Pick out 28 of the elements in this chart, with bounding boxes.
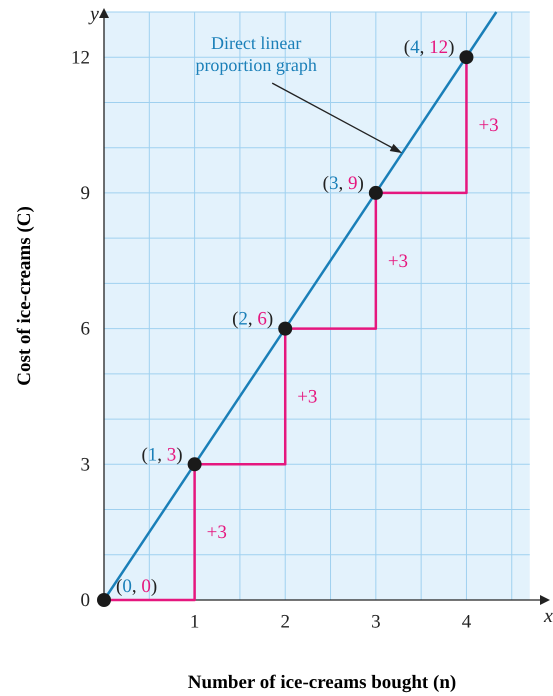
annotation: (0, 0) <box>116 576 158 597</box>
annotation: +3 <box>206 522 227 544</box>
point <box>278 322 292 336</box>
x-tick-label: 3 <box>371 611 381 632</box>
annotation: Direct linear proportion graph <box>195 33 317 76</box>
point <box>459 50 474 64</box>
y-tick-label: 0 <box>80 590 90 612</box>
text: x <box>543 605 553 627</box>
text: y <box>88 3 99 25</box>
annotation: (4, 12) <box>404 37 454 58</box>
x-tick-label: 1 <box>190 611 200 632</box>
annotation: (1, 3) <box>141 444 183 466</box>
y-axis-title: Cost of ice-creams (C) <box>14 206 35 386</box>
point <box>97 593 111 607</box>
y-tick-label: 3 <box>80 454 90 476</box>
annotation: (3, 9) <box>322 172 364 194</box>
annotation: (2, 6) <box>232 308 274 330</box>
annotation: +3 <box>297 386 318 408</box>
y-tick-label: 12 <box>71 47 90 68</box>
x-tick-label: 2 <box>280 611 290 632</box>
y-tick-label: 9 <box>80 183 90 204</box>
x-axis-title: Number of ice-creams bought (n) <box>188 672 456 693</box>
annotation: +3 <box>478 115 499 136</box>
point <box>368 186 383 200</box>
y-tick-label: 6 <box>80 318 90 340</box>
x-tick-label: 4 <box>462 611 472 632</box>
point <box>188 457 202 472</box>
annotation: +3 <box>388 250 408 272</box>
